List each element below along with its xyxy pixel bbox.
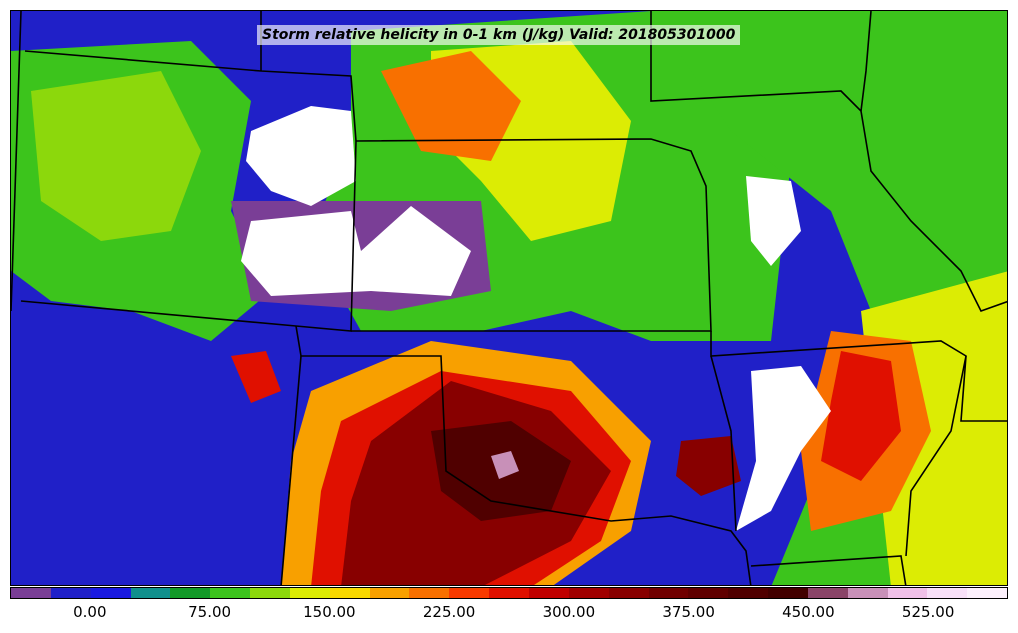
border-line bbox=[860, 11, 872, 112]
colorbar-swatch bbox=[648, 588, 689, 598]
colorbar-swatch bbox=[688, 588, 729, 598]
colorbar-swatch bbox=[449, 588, 490, 598]
colorbar-swatch bbox=[329, 588, 370, 598]
colorbar-ticks: 0.00 75.00 150.00 225.00 300.00 375.00 450.00 5… bbox=[10, 603, 1008, 625]
border-line bbox=[11, 11, 22, 312]
colorbar-swatch bbox=[807, 588, 848, 598]
colorbar-swatch bbox=[847, 588, 888, 598]
map-title: Storm relative helicity in 0-1 km (J/kg)… bbox=[257, 25, 741, 45]
field-white-ar bbox=[736, 366, 831, 531]
border-line bbox=[905, 355, 967, 557]
field-white-plains bbox=[241, 206, 471, 296]
colorbar-swatch bbox=[568, 588, 609, 598]
border-line bbox=[280, 355, 302, 585]
colorbar-tick-label: 525.00 bbox=[901, 603, 955, 621]
colorbar-tick-label: 225.00 bbox=[422, 603, 476, 621]
border-line bbox=[351, 138, 712, 332]
colorbar-swatch bbox=[11, 588, 51, 598]
map-panel: Storm relative helicity in 0-1 km (J/kg)… bbox=[10, 10, 1008, 586]
helicity-map bbox=[11, 11, 1007, 585]
border-line bbox=[750, 555, 907, 585]
colorbar-swatch bbox=[90, 588, 131, 598]
colorbar-tick-label: 375.00 bbox=[662, 603, 715, 621]
colorbar-swatch bbox=[528, 588, 569, 598]
colorbar-tick-label: 75.00 bbox=[188, 603, 232, 621]
colorbar-swatch bbox=[728, 588, 769, 598]
colorbar-swatch bbox=[210, 588, 251, 598]
state-borders bbox=[11, 11, 1007, 585]
colorbar-swatch bbox=[170, 588, 211, 598]
colorbar-tick-label: 300.00 bbox=[542, 603, 596, 621]
colorbar-swatch bbox=[250, 588, 290, 598]
field-white-north bbox=[246, 106, 356, 206]
field-white-mo bbox=[746, 176, 801, 266]
colorbar-swatch bbox=[409, 588, 450, 598]
field-orange-north bbox=[381, 51, 521, 161]
field-maroon-ne-tx bbox=[676, 436, 741, 496]
colorbar-swatch bbox=[967, 588, 1008, 598]
field-yellow-west bbox=[31, 71, 201, 241]
colorbar-swatch bbox=[927, 588, 968, 598]
colorbar-tick-label: 450.00 bbox=[782, 603, 835, 621]
border-line bbox=[710, 355, 737, 532]
colorbar-swatch bbox=[887, 588, 928, 598]
colorbar-tick-label: 0.00 bbox=[73, 603, 107, 621]
colorbar-swatch bbox=[489, 588, 529, 598]
colorbar-swatch bbox=[369, 588, 410, 598]
colorbar-swatch bbox=[50, 588, 91, 598]
colorbar-swatch bbox=[768, 588, 808, 598]
colorbar-swatch bbox=[608, 588, 649, 598]
border-line bbox=[295, 325, 752, 585]
field-red-east bbox=[821, 351, 901, 481]
colorbar-tick-label: 150.00 bbox=[303, 603, 356, 621]
field-red-wtx bbox=[231, 351, 281, 403]
border-line bbox=[650, 11, 1007, 312]
border-line bbox=[710, 331, 1007, 422]
colorbar-swatch bbox=[289, 588, 330, 598]
field-pink-core bbox=[491, 451, 519, 479]
colorbar bbox=[10, 587, 1008, 599]
colorbar-swatch bbox=[130, 588, 171, 598]
